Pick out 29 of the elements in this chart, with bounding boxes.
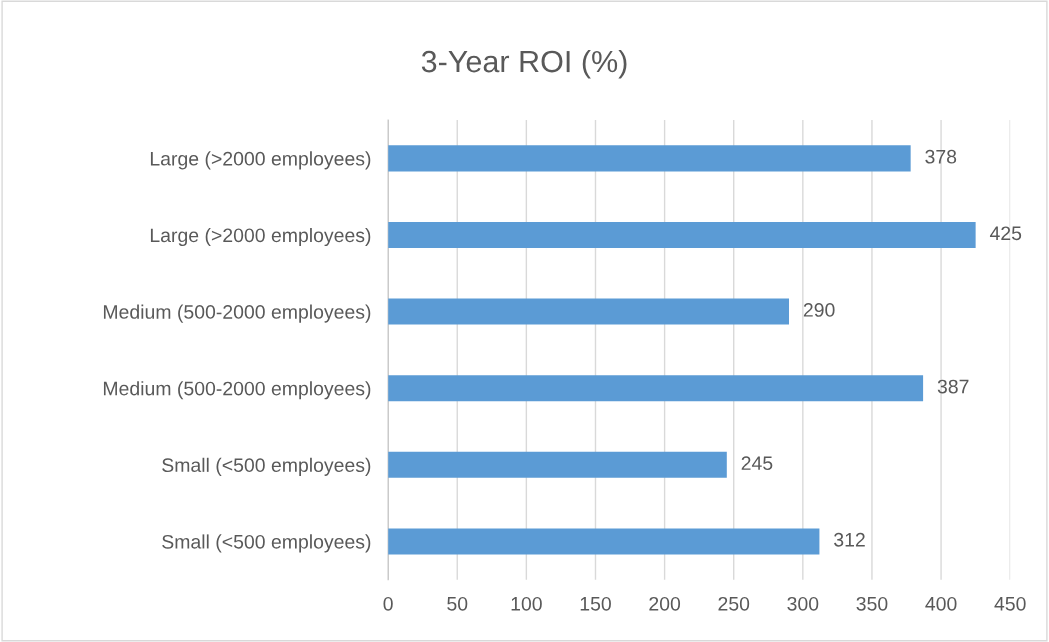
x-tick-label: 100 xyxy=(511,596,542,611)
y-tick-label: Large (>2000 employees) xyxy=(150,151,371,170)
data-label: 425 xyxy=(989,226,1022,241)
chart-title: 3-Year ROI (%) xyxy=(421,49,627,79)
x-tick-label: 50 xyxy=(447,596,468,611)
bar xyxy=(388,528,820,555)
y-tick-label: Small (<500 employees) xyxy=(162,534,371,553)
x-tick-label: 0 xyxy=(383,596,393,611)
bar xyxy=(388,375,924,402)
x-tick-label: 150 xyxy=(580,596,611,611)
data-label: 312 xyxy=(834,532,865,547)
bar xyxy=(388,451,727,478)
y-tick-label: Small (<500 employees) xyxy=(162,457,371,476)
x-tick-label: 200 xyxy=(649,596,681,611)
x-tick-label: 450 xyxy=(994,596,1026,611)
y-tick-label: Medium (500-2000 employees) xyxy=(103,381,371,400)
data-label: 387 xyxy=(937,379,969,394)
data-label: 290 xyxy=(803,303,835,317)
x-tick-label: 250 xyxy=(718,596,750,611)
x-tick-label: 400 xyxy=(925,596,957,611)
x-tick-label: 300 xyxy=(787,596,819,611)
bar xyxy=(388,221,976,248)
y-tick-label: Large (>2000 employees) xyxy=(150,227,371,247)
bar xyxy=(388,298,790,325)
data-label: 378 xyxy=(925,149,957,164)
y-tick-label: Medium (500-2000 employees) xyxy=(103,304,371,323)
data-label: 245 xyxy=(741,456,773,471)
bar xyxy=(388,145,911,172)
x-tick-label: 350 xyxy=(856,596,888,611)
